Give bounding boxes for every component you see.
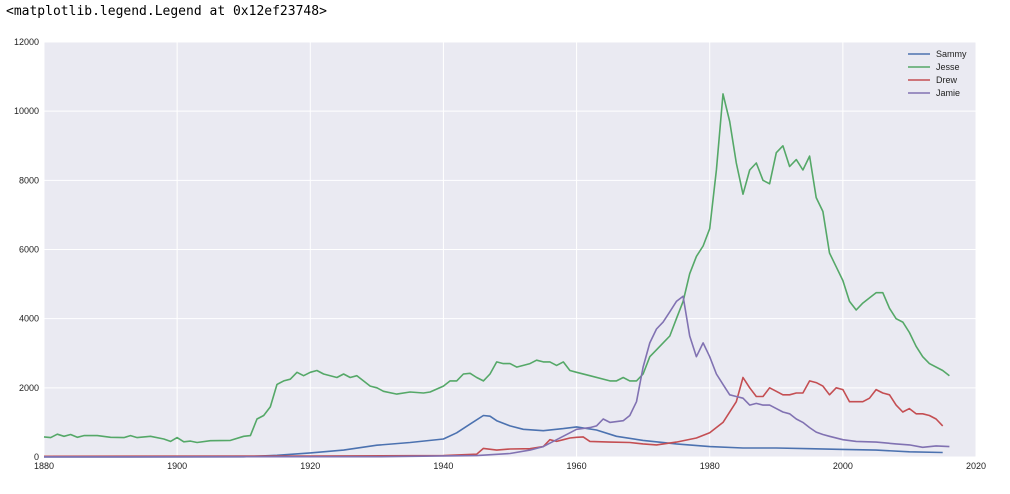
y-tick-labels: 0 2000 4000 6000 8000 10000 12000 bbox=[14, 37, 39, 462]
series-line-sammy bbox=[43, 414, 943, 458]
legend-label-sammy: Sammy bbox=[936, 49, 967, 59]
series-lines bbox=[43, 93, 950, 458]
legend-label-drew: Drew bbox=[936, 75, 958, 85]
y-tick-label: 6000 bbox=[19, 245, 39, 255]
chart-legend: Sammy Jesse Drew Jamie bbox=[908, 49, 967, 98]
y-tick-label: 2000 bbox=[19, 383, 39, 393]
legend-label-jamie: Jamie bbox=[936, 88, 960, 98]
y-tick-label: 0 bbox=[34, 452, 39, 462]
x-tick-label: 1880 bbox=[34, 461, 54, 471]
x-tick-labels: 1880 1900 1920 1940 1960 1980 2000 2020 bbox=[34, 461, 986, 471]
series-line-jesse bbox=[43, 93, 950, 444]
x-tick-label: 2000 bbox=[833, 461, 853, 471]
series-line-jamie bbox=[43, 295, 950, 458]
legend-repr-output: <matplotlib.legend.Legend at 0x12ef23748… bbox=[6, 4, 327, 19]
x-tick-label: 2020 bbox=[966, 461, 986, 471]
x-tick-label: 1960 bbox=[567, 461, 587, 471]
x-tick-label: 1980 bbox=[700, 461, 720, 471]
y-tick-label: 4000 bbox=[19, 314, 39, 324]
y-tick-label: 8000 bbox=[19, 175, 39, 185]
legend-label-jesse: Jesse bbox=[936, 62, 960, 72]
x-tick-label: 1900 bbox=[167, 461, 187, 471]
series-line-drew bbox=[43, 376, 944, 458]
x-tick-label: 1940 bbox=[433, 461, 453, 471]
y-tick-label: 12000 bbox=[14, 37, 39, 47]
y-tick-label: 10000 bbox=[14, 106, 39, 116]
x-tick-label: 1920 bbox=[300, 461, 320, 471]
